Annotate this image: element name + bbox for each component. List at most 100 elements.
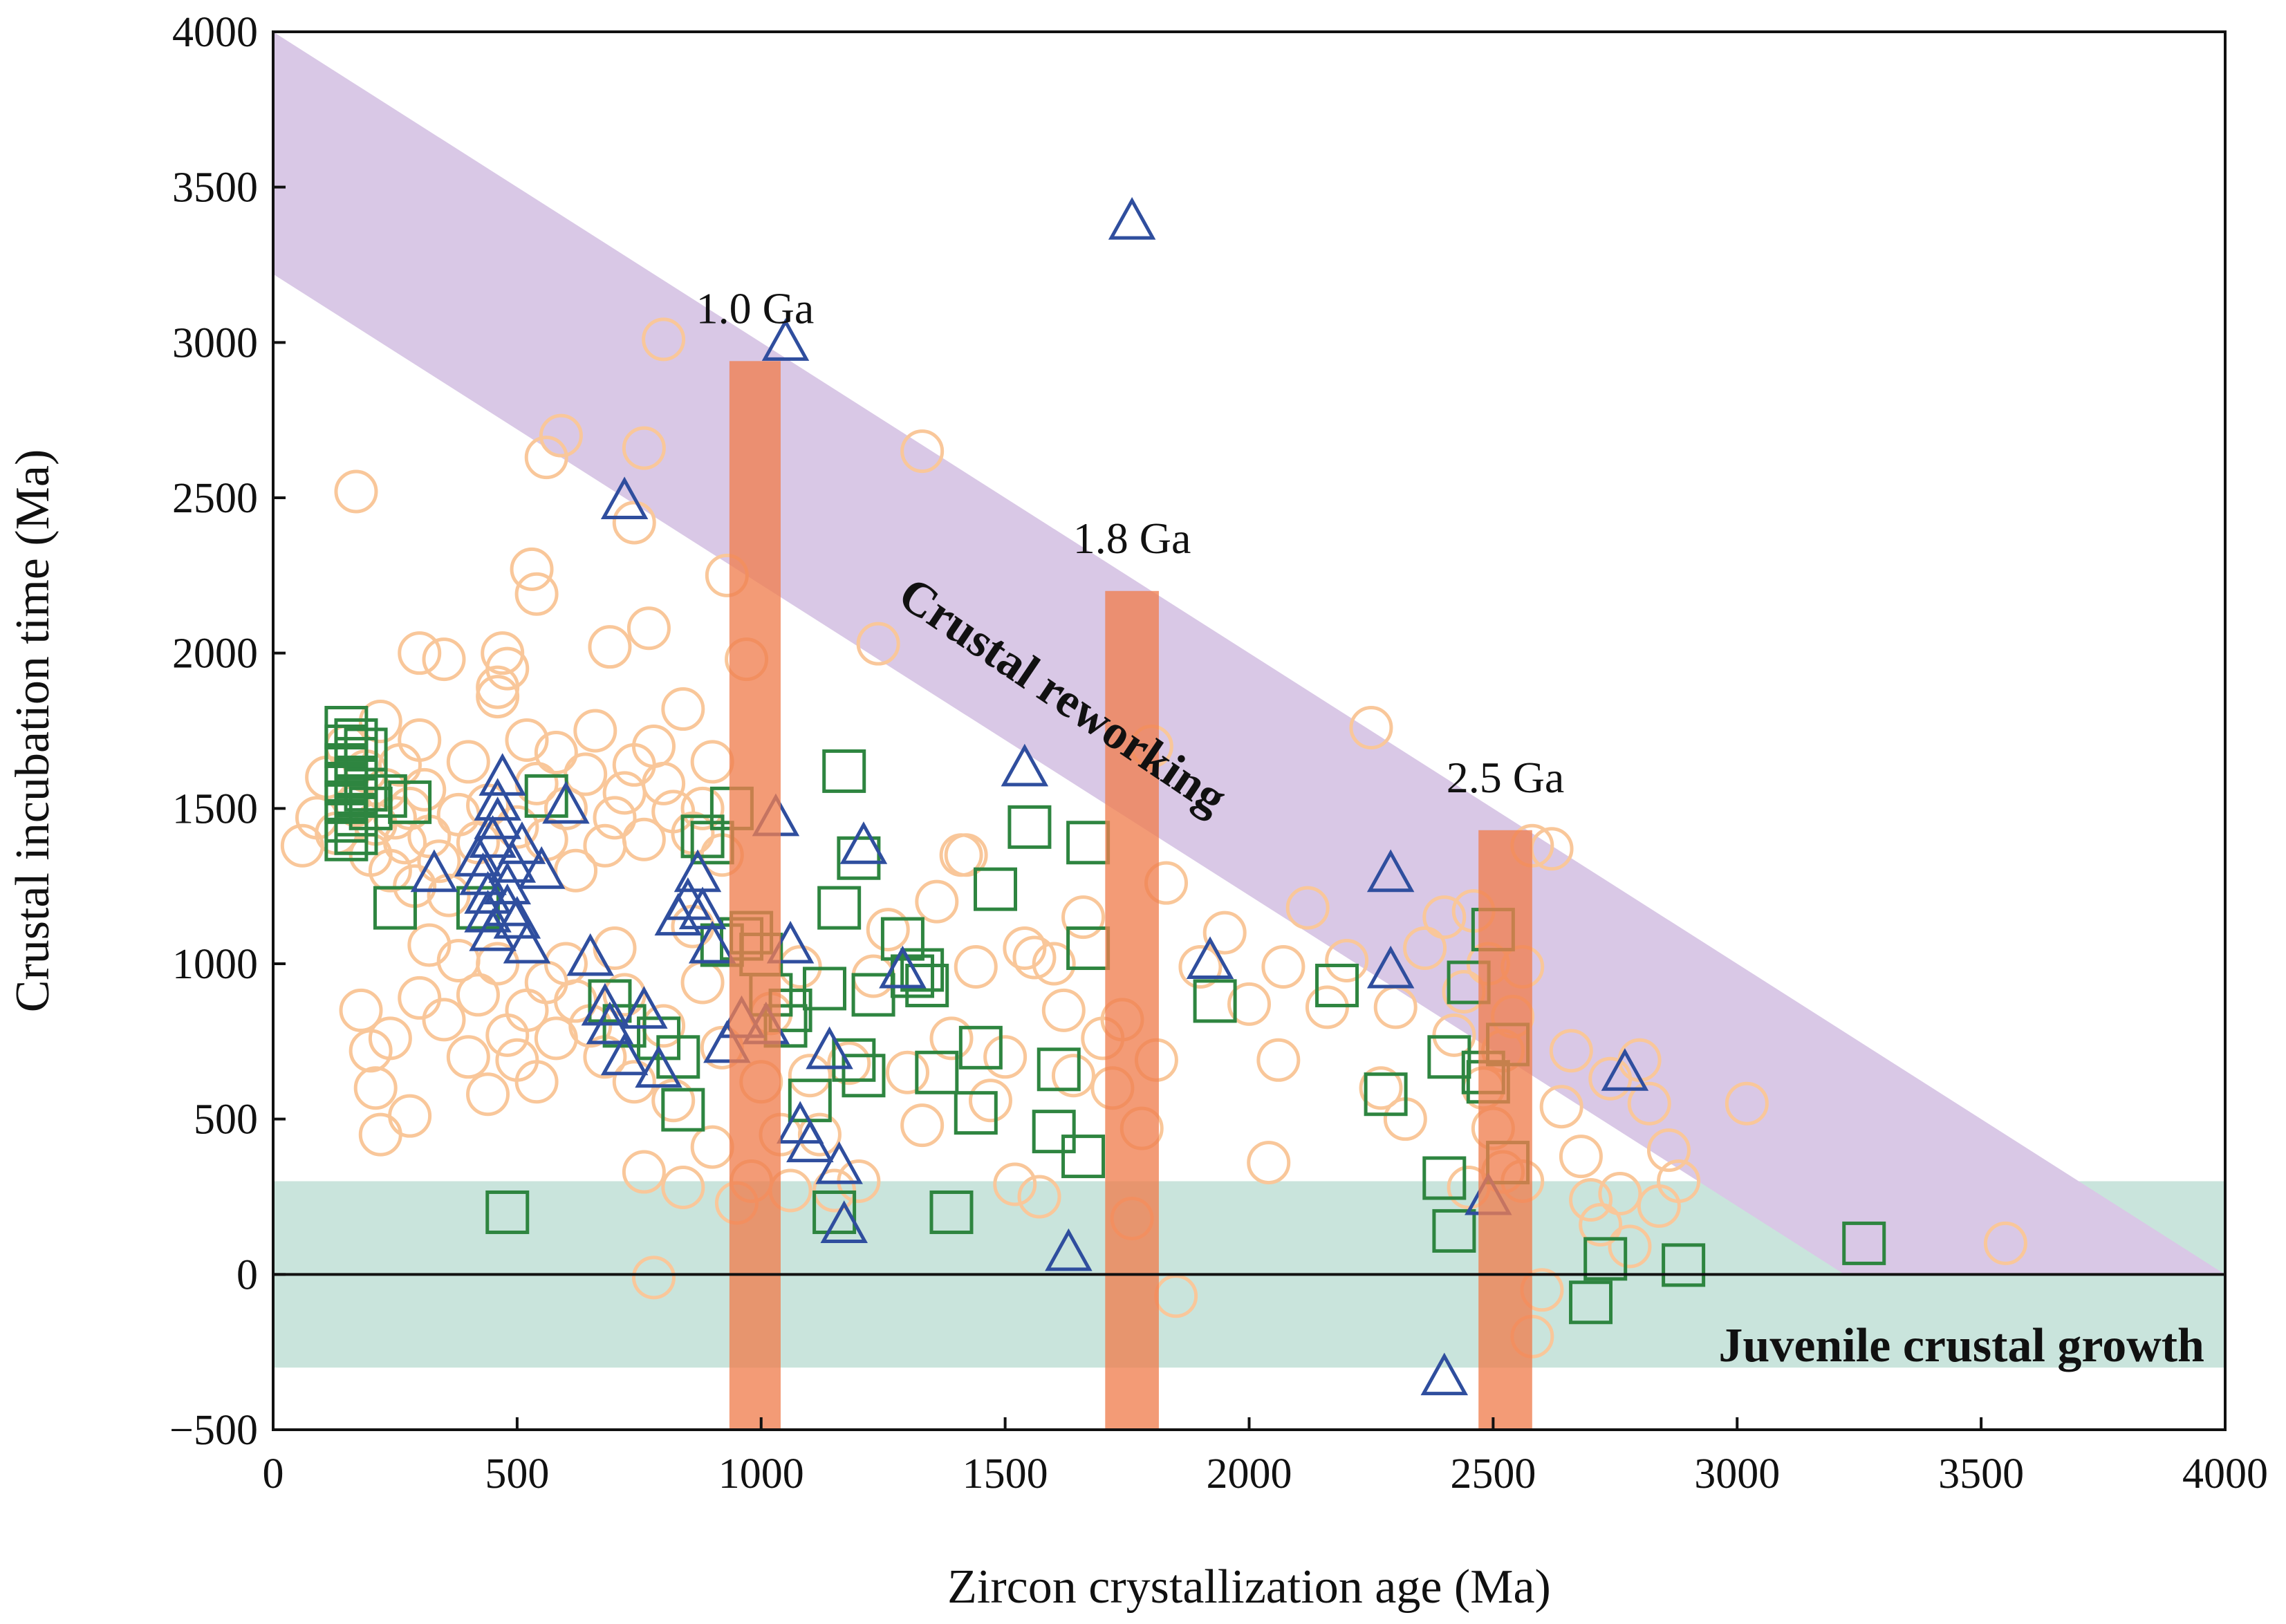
circle-point [1012,935,1057,980]
square-point [456,886,500,930]
y-axis-title: Crustal incubation time (Ma) [6,449,59,1013]
square-point [1422,1156,1467,1200]
circle-point [339,988,383,1032]
x-tick-label: 2500 [1450,1450,1536,1497]
circle-point [1422,895,1467,940]
square-point [524,774,568,818]
circle-point [1256,1038,1301,1082]
circle-point [622,817,666,861]
circle-point [1041,988,1086,1032]
circle-point [1657,1159,1701,1204]
circle-point [929,1016,974,1061]
circle-point [436,792,481,837]
y-tick-label: 2500 [172,475,258,522]
x-tick-label: 1500 [963,1450,1048,1497]
circle-point [534,730,578,774]
square-point [842,1054,886,1098]
square-point [1061,1135,1106,1179]
triangle-point [600,1032,649,1076]
triangle-point [820,1200,868,1243]
circle-point [593,796,637,840]
square-point [837,836,881,880]
triangle-point [1045,1228,1093,1271]
square-point [661,1088,705,1132]
crustal-reworking-band [273,32,2225,1275]
circle-point [1598,1172,1642,1216]
circle-point [1349,706,1393,750]
triangle-point [478,753,526,796]
circle-point [353,1066,398,1110]
square-point [900,948,945,992]
circle-point [1051,1054,1095,1098]
square-point [1842,1221,1886,1265]
triangle-point [469,908,517,951]
x-axis-title: Zircon crystallization age (Ma) [947,1560,1551,1614]
y-tick-label: −500 [169,1407,258,1454]
square-point [1315,963,1359,1007]
triangle-point [879,945,927,989]
circle-point [602,973,647,1017]
triangle-point [600,476,649,519]
circle-point [788,1054,832,1098]
triangle-point [620,986,668,1029]
circle-point [900,1103,945,1148]
x-tick-label: 1000 [718,1450,804,1497]
circle-point [427,873,471,917]
circle-point [368,848,412,893]
circle-point [680,786,725,830]
y-tick-label: 1000 [172,941,258,988]
square-point [680,814,725,859]
triangle-point [464,889,512,933]
triangle-point [635,1045,682,1088]
triangle-point [839,821,888,864]
square-point [915,1050,959,1094]
square-point [822,749,866,793]
x-tick-label: 4000 [2182,1450,2268,1497]
circle-point [466,1072,510,1117]
x-tick-label: 2000 [1207,1450,1292,1497]
y-tick-label: 2000 [172,631,258,678]
y-tick-label: 3000 [172,319,258,366]
circle-point [505,718,549,762]
square-point [817,886,862,930]
square-point [802,967,846,1011]
circle-point [661,687,705,731]
circle-point [334,469,378,514]
circle-point [1247,1141,1291,1185]
circle-point [968,1079,1012,1123]
triangle-point [1001,743,1049,787]
triangle-point [503,920,551,964]
age-bar-layer: 1.0 Ga 1.8 Ga 2.5 Ga [696,283,1565,1430]
age-bar-label: 2.5 Ga [1447,753,1565,802]
x-tick-label: 3000 [1694,1450,1780,1497]
x-tick-label: 0 [263,1450,284,1497]
age-bar-2 [1478,830,1532,1430]
circle-point [1178,944,1223,989]
triangle-point [464,870,512,914]
square-point [929,1190,974,1234]
y-tick-label: 3500 [172,165,258,212]
square-point [1569,1280,1613,1325]
circle-point [1579,1202,1623,1247]
y-tick-label: 0 [236,1251,258,1298]
circle-point [1569,1177,1613,1222]
square-point [812,1190,857,1234]
circle-point [398,718,442,762]
square-point [1032,1110,1076,1154]
square-point [958,1025,1003,1070]
circle-point [626,606,671,651]
circle-point [481,631,525,675]
circle-point [1003,926,1047,971]
square-point [1364,1072,1408,1117]
circle-point [417,839,461,884]
circle-point [1261,944,1305,989]
triangle-point [761,318,810,361]
circle-point [514,1060,559,1104]
circle-point [398,976,442,1020]
circle-point [368,1016,412,1061]
square-point [974,867,1018,911]
circle-point [1646,1128,1691,1173]
circle-point [939,833,983,877]
square-point [1007,805,1052,849]
square-point [1427,1035,1471,1079]
